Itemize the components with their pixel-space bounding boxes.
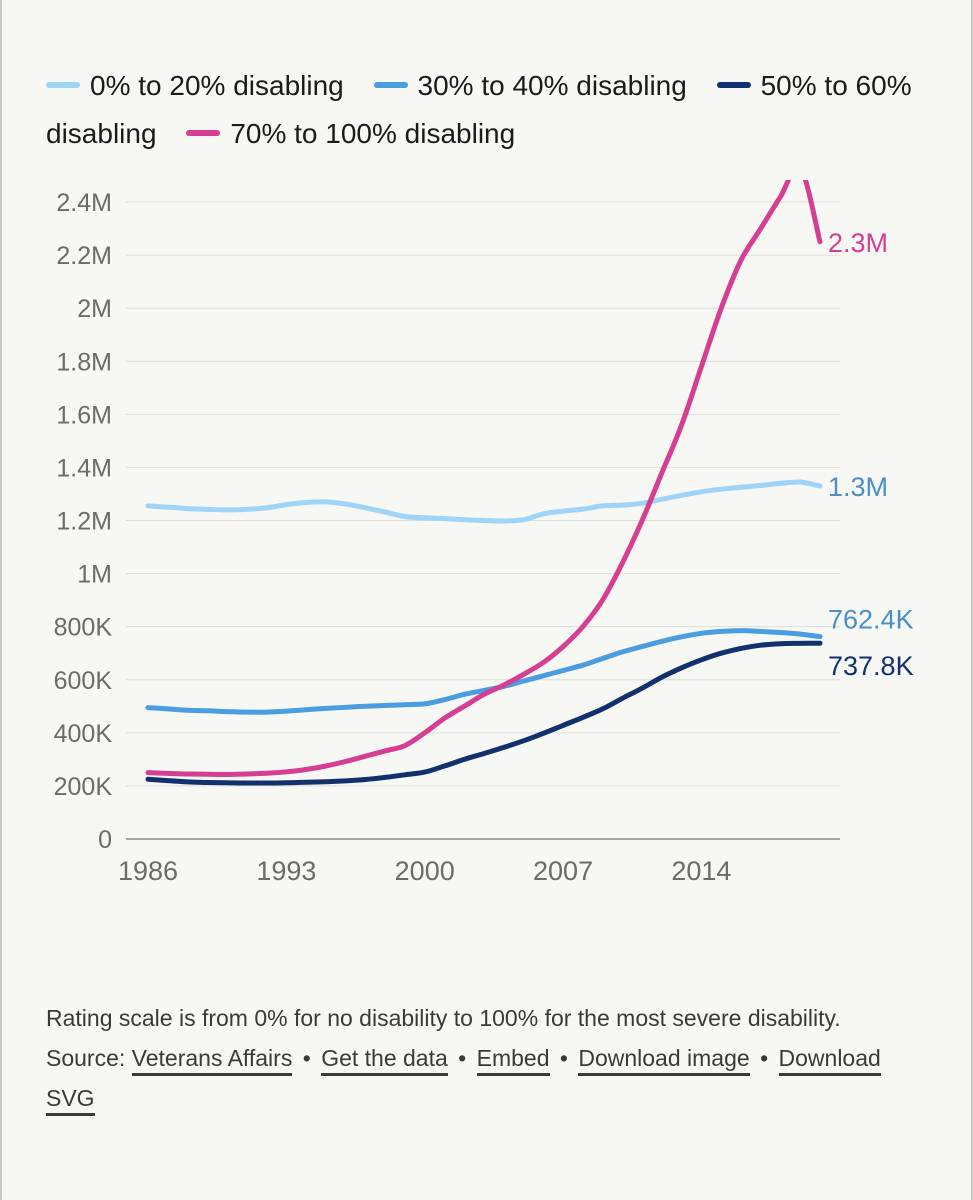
y-axis-ticks: 0 200K 400K 600K 800K 1M 1.2M 1.4M 1.6M 1.8M 2M 2.2… [54,189,113,854]
y-tick-label: 1.4M [56,454,112,482]
y-tick-label: 1.6M [56,401,112,429]
card-border-left [0,0,2,1200]
legend-item-0-20: 0% to 20% disabling [46,70,352,101]
y-tick-label: 1.8M [56,348,112,376]
legend-label-50-60: 50% to 60% disabling [46,70,912,149]
separator: • [302,1045,311,1071]
x-tick-label: 2014 [671,856,731,886]
source-link[interactable]: Veterans Affairs [131,1045,293,1076]
get-data-link[interactable]: Get the data [321,1045,448,1076]
x-axis-ticks: 1986 1993 2000 2007 2014 [118,856,731,886]
legend-label-70-100: 70% to 100% disabling [230,118,516,149]
legend-label-0-20: 0% to 20% disabling [90,70,344,101]
download-svg-link[interactable]: Download SVG [46,1045,881,1116]
separator: • [760,1045,769,1071]
download-image-link[interactable]: Download image [578,1045,750,1076]
line-chart: 0 200K 400K 600K 800K 1M 1.2M 1.4M 1.6M 1.8M 2M 2.2… [54,180,914,886]
legend-label-30-40: 30% to 40% disabling [417,70,687,101]
y-tick-label: 1.2M [56,508,112,536]
source-label: Source: [46,1045,126,1071]
x-tick-label: 1993 [256,856,316,886]
y-tick-label: 200K [54,773,113,801]
legend-swatch-50-60 [716,81,751,88]
separator: • [458,1045,467,1071]
y-tick-label: 2.4M [56,189,112,217]
embed-link[interactable]: Embed [476,1045,550,1076]
footer-note: Rating scale is from 0% for no disabilit… [46,1005,841,1031]
series-line-3 [145,180,823,777]
x-tick-label: 2007 [533,856,593,886]
series-line-1 [145,628,823,715]
x-tick-label: 1986 [118,856,178,886]
series-line-0 [145,479,823,524]
y-tick-label: 0 [98,826,112,854]
chart-legend: 0% to 20% disabling 30% to 40% disabling… [46,62,946,158]
legend-item-50-60: 50% to 60% disabling [46,70,912,149]
y-tick-label: 1M [77,561,112,589]
legend-item-30-40: 30% to 40% disabling [373,70,695,101]
legend-swatch-30-40 [373,81,408,88]
chart-end-labels: 1.3M 762.4K 737.8K 2.3M [828,228,914,681]
x-tick-label: 2000 [395,856,455,886]
series-line-2 [145,640,823,786]
legend-swatch-70-100 [186,129,221,136]
footer-links: Source: Veterans Affairs • Get the data … [46,1038,926,1118]
chart-footer: Rating scale is from 0% for no disabilit… [46,998,926,1118]
card-border-right [971,0,973,1200]
series-end-label: 2.3M [828,228,888,258]
legend-swatch-0-20 [46,81,80,88]
legend-item-70-100: 70% to 100% disabling [186,118,515,149]
y-tick-label: 800K [54,614,113,642]
series-end-label: 737.8K [828,651,914,681]
y-tick-label: 400K [54,720,113,748]
separator: • [559,1045,568,1071]
series-end-label: 1.3M [828,472,888,502]
y-tick-label: 2.2M [56,242,112,270]
series-end-label: 762.4K [828,605,914,635]
chart-series-lines [145,180,823,786]
y-tick-label: 2M [77,295,112,323]
y-tick-label: 600K [54,667,113,695]
